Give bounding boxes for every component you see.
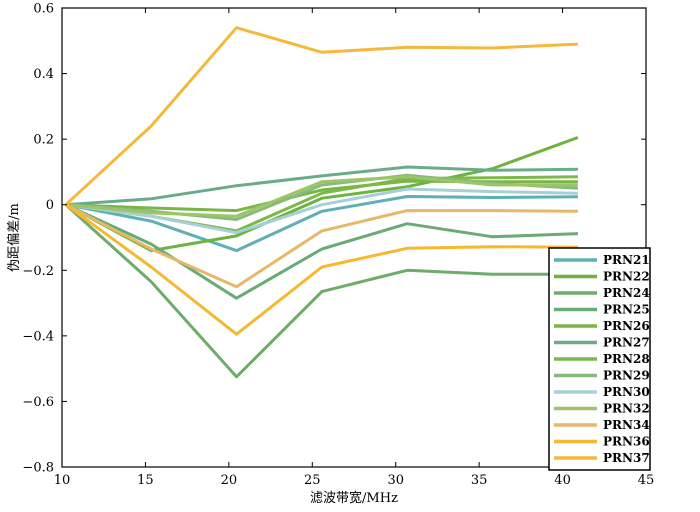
legend-label: PRN32 bbox=[603, 402, 650, 416]
legend-label: PRN26 bbox=[603, 319, 650, 333]
x-tick-label: 45 bbox=[638, 473, 655, 488]
y-tick-label: −0.8 bbox=[22, 461, 54, 476]
y-tick-label: 0.2 bbox=[33, 133, 54, 148]
legend-label: PRN37 bbox=[603, 451, 650, 465]
y-tick-label: −0.2 bbox=[22, 264, 54, 279]
series-line-prn27 bbox=[65, 165, 578, 207]
legend-label: PRN36 bbox=[603, 435, 650, 449]
series-line-prn21 bbox=[65, 195, 578, 253]
series-line-prn37 bbox=[64, 26, 578, 206]
series-line-prn30 bbox=[65, 187, 578, 235]
x-tick-label: 25 bbox=[304, 473, 321, 488]
x-tick-label: 20 bbox=[221, 473, 238, 488]
series-line-prn32 bbox=[65, 175, 578, 218]
x-tick-label: 35 bbox=[471, 473, 488, 488]
x-tick-label: 15 bbox=[137, 473, 154, 488]
series-line-prn36 bbox=[64, 203, 578, 336]
x-tick-label: 40 bbox=[554, 473, 571, 488]
legend-label: PRN22 bbox=[603, 270, 650, 284]
ticks-layer: 10 15 20 25 30 35 40 45 −0.8 −0.6 −0.4 −0.2 0 0.2 0.4 0… bbox=[22, 2, 654, 489]
legend-label: PRN34 bbox=[603, 418, 650, 432]
y-tick-label: 0.6 bbox=[33, 2, 54, 17]
series-line-prn34 bbox=[65, 203, 578, 289]
y-tick-label: −0.6 bbox=[22, 395, 54, 410]
legend: PRN21 PRN22 PRN24 PRN25 PRN26 PRN27 PRN28 PRN29… bbox=[548, 247, 651, 471]
series-line-prn25 bbox=[65, 203, 578, 300]
legend-label: PRN25 bbox=[603, 303, 650, 317]
legend-label: PRN28 bbox=[603, 352, 650, 366]
y-tick-label: −0.4 bbox=[22, 329, 54, 344]
plot-frame bbox=[61, 7, 647, 468]
legend-label: PRN21 bbox=[603, 253, 650, 267]
legend-label: PRN29 bbox=[603, 369, 650, 383]
series-line-prn24 bbox=[64, 203, 578, 379]
x-tick-label: 10 bbox=[54, 473, 71, 488]
x-axis-label: 滤波带宽/MHz bbox=[310, 490, 398, 506]
y-tick-label: 0 bbox=[46, 198, 54, 213]
x-tick-label: 30 bbox=[387, 473, 404, 488]
series-line-prn26 bbox=[65, 179, 578, 213]
legend-label: PRN24 bbox=[603, 286, 650, 300]
y-axis-label: 伪距偏差/m bbox=[7, 203, 22, 272]
legend-label: PRN27 bbox=[603, 336, 650, 350]
legend-label: PRN30 bbox=[603, 385, 650, 399]
series-line-prn29 bbox=[65, 173, 578, 221]
y-tick-label: 0.4 bbox=[33, 67, 54, 82]
series-layer bbox=[64, 26, 579, 379]
